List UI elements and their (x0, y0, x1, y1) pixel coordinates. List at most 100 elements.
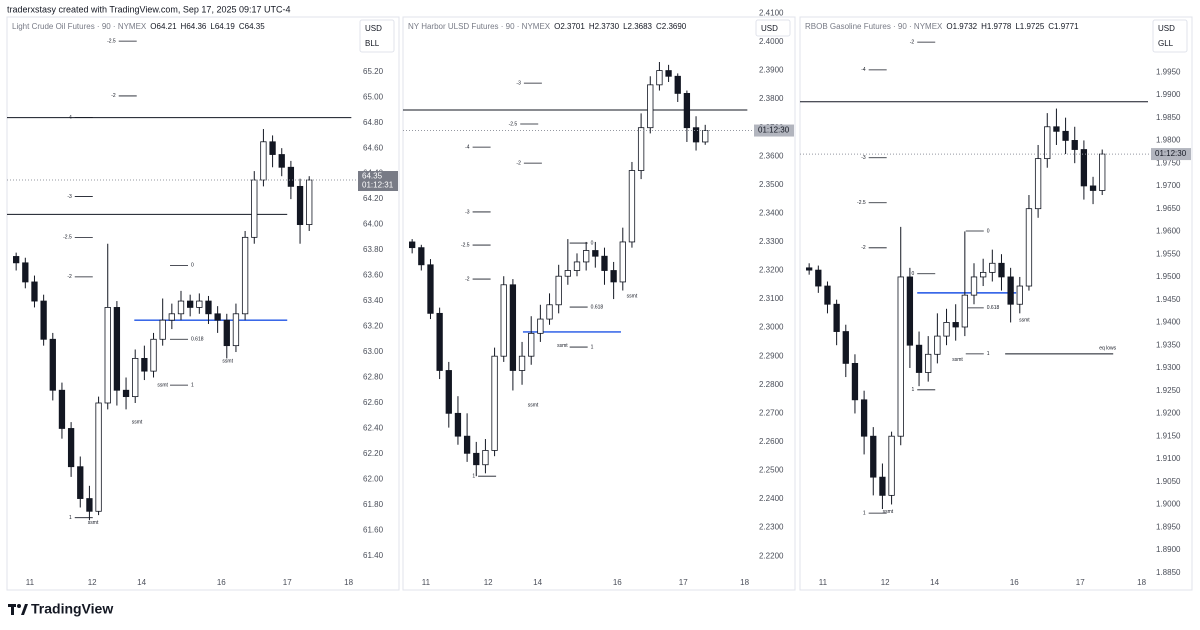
x-tick-label: 18 (740, 578, 749, 587)
fib-label: 1 (69, 515, 72, 521)
y-tick-label: 1.8850 (1156, 568, 1181, 577)
candle-body (1025, 208, 1033, 287)
candle-body (1044, 126, 1051, 160)
annotation: eq lows (1099, 346, 1116, 352)
y-tick-label: 2.3500 (759, 180, 784, 189)
candle-body (592, 250, 599, 257)
y-tick-label: 1.9950 (1156, 67, 1181, 76)
fib-label: 1 (591, 344, 594, 350)
y-tick-label: 65.20 (363, 67, 384, 76)
currency: USD (1158, 24, 1175, 33)
annotation: ssmt (627, 293, 638, 299)
ohlc-value: 64.35 (245, 22, 266, 31)
panel-border (799, 16, 1193, 591)
currency-box (1152, 19, 1188, 53)
fib-label: 1 (987, 351, 990, 357)
x-tick-label: 14 (137, 578, 146, 587)
y-tick-label: 1.9300 (1156, 363, 1181, 372)
x-tick-label: 16 (217, 578, 226, 587)
ohlc-key: O (150, 22, 156, 31)
ohlc-key: H (589, 22, 595, 31)
currency: USD (365, 24, 382, 33)
chart-title: Light Crude Oil Futures · 90 · NYMEX (12, 22, 147, 31)
y-tick-label: 2.2700 (759, 408, 784, 417)
candle-body (454, 412, 462, 437)
ohlc-key: H (181, 22, 187, 31)
fib-label: -2 (516, 160, 521, 166)
candle-body (482, 450, 489, 466)
candle-body (806, 267, 813, 271)
countdown: 01:12:30 (1155, 149, 1187, 158)
candle-body (205, 300, 212, 315)
candle-body (1062, 130, 1069, 141)
countdown: 01:12:30 (758, 126, 790, 135)
y-tick-label: 2.4000 (759, 37, 784, 46)
candle-body (897, 276, 904, 437)
ohlc-key: H (981, 22, 987, 31)
y-tick-label: 63.40 (363, 296, 384, 305)
y-tick-label: 2.3600 (759, 151, 784, 160)
ohlc-key: C (656, 22, 662, 31)
currency-box (755, 19, 791, 37)
candle-body (104, 307, 111, 404)
x-tick-label: 16 (613, 578, 622, 587)
y-tick-label: 1.9700 (1156, 181, 1181, 190)
y-tick-label: 1.8950 (1156, 522, 1181, 531)
y-tick-label: 1.9900 (1156, 90, 1181, 99)
candle-body (232, 313, 240, 347)
candle-body (564, 270, 571, 277)
candle-body (1007, 276, 1014, 305)
candle-body (518, 355, 526, 371)
chart-header: Light Crude Oil Futures · 90 · NYMEX O 64.… (12, 22, 265, 31)
currency-box (359, 19, 395, 53)
candle-body (952, 322, 959, 328)
brand-name: TradingView (31, 601, 113, 617)
y-tick-label: 62.00 (363, 475, 384, 484)
candle-body (168, 313, 175, 321)
price-badge (754, 124, 794, 137)
candle-body (555, 275, 562, 306)
x-tick-label: 11 (422, 578, 431, 587)
x-tick-label: 14 (930, 578, 939, 587)
x-tick-label: 12 (484, 578, 493, 587)
x-tick-label: 12 (88, 578, 97, 587)
candle-body (906, 276, 914, 346)
panel-border (6, 16, 400, 591)
y-tick-label: 2.3100 (759, 294, 784, 303)
candle-body (31, 281, 38, 302)
y-tick-label: 63.00 (363, 347, 384, 356)
y-tick-label: 1.9050 (1156, 477, 1181, 486)
candle-body (628, 170, 636, 243)
annotation: ssmt (222, 358, 233, 364)
candle-body (177, 300, 185, 315)
candle-body (824, 285, 831, 305)
candle-body (851, 362, 859, 401)
candle-body (665, 70, 672, 77)
candle-body (815, 269, 822, 287)
candle-body (187, 300, 194, 308)
ohlc-key: L (1015, 22, 1020, 31)
candle-body (260, 141, 267, 181)
candle-body (409, 241, 416, 249)
annotation: ssmt (883, 509, 894, 515)
candle-body (980, 271, 987, 278)
candle-body (1099, 153, 1106, 191)
candle-body (223, 319, 230, 347)
candle-body (610, 270, 617, 283)
ohlc-key: C (1048, 22, 1054, 31)
y-tick-label: 2.2400 (759, 494, 784, 503)
y-tick-label: 62.80 (363, 373, 384, 382)
fib-label: -2.5 (63, 235, 72, 241)
ohlc-key: L (210, 22, 215, 31)
candle-body (214, 313, 221, 321)
candle-body (1080, 149, 1088, 187)
candle-body (159, 319, 166, 340)
fib-label: -3 (861, 155, 866, 161)
y-tick-label: 1.9500 (1156, 272, 1181, 281)
fib-label: 1 (472, 473, 475, 479)
candle-body (637, 127, 645, 171)
chart-header: NY Harbor ULSD Futures · 90 · NYMEX O2.37… (408, 22, 687, 31)
candle-body (58, 389, 66, 429)
